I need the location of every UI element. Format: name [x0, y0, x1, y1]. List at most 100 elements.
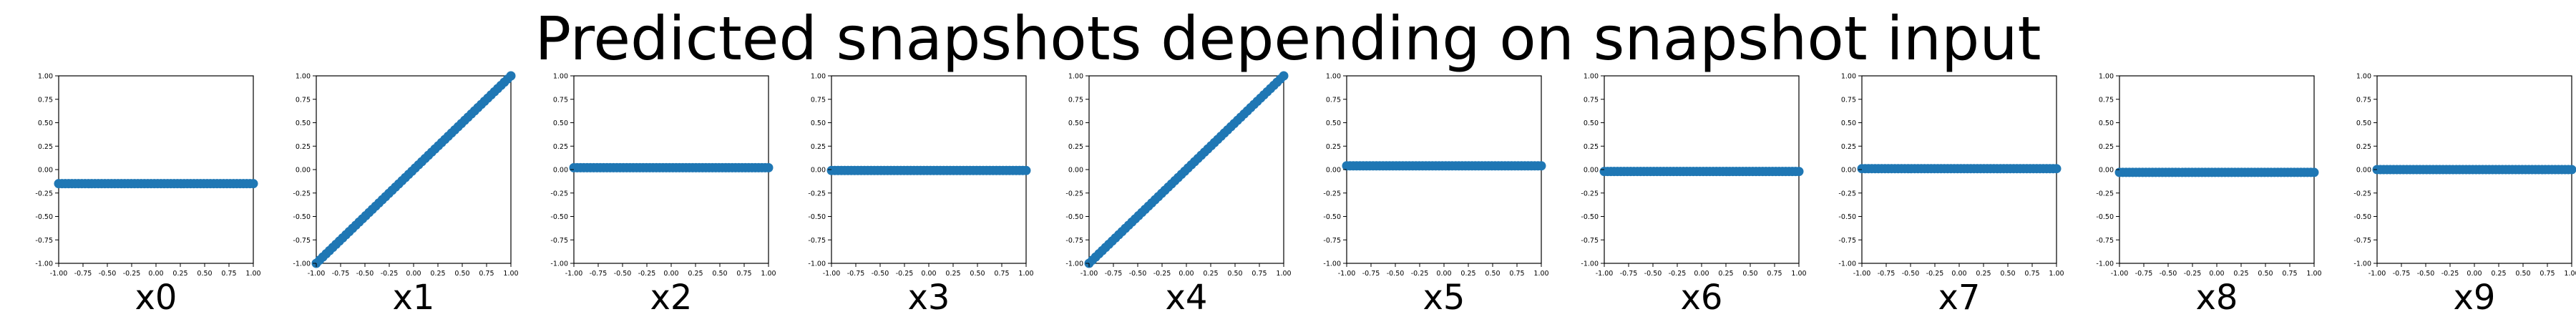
x-tick-label: -1.00 [308, 270, 326, 278]
x-tick-label: -0.75 [590, 270, 608, 278]
x-tick-label: 1.00 [503, 270, 518, 278]
x-tick-label: 0.25 [945, 270, 960, 278]
y-tick-label: 0.25 [1326, 143, 1341, 151]
series-markers [2372, 165, 2576, 175]
y-tick-label: 0.75 [1841, 96, 1856, 104]
y-tick-label: -0.75 [1838, 237, 1856, 245]
y-tick-label: 0.50 [2099, 119, 2114, 127]
x-tick-label: -1.00 [823, 270, 841, 278]
x-tick-label: -1.00 [565, 270, 583, 278]
x-tick-label: 0.50 [197, 270, 212, 278]
x-tick-label: -0.75 [2135, 270, 2153, 278]
x-axis-label: x3 [908, 278, 950, 318]
x-tick-label: 0.75 [1767, 270, 1782, 278]
y-tick-label: -0.25 [35, 190, 53, 197]
x-tick-label: 0.25 [1203, 270, 1218, 278]
x-tick-label: 0.00 [1179, 270, 1194, 278]
x-tick-label: 0.50 [1227, 270, 1242, 278]
x-tick-label: -0.50 [872, 270, 889, 278]
x-tick-label: 0.00 [2467, 270, 2482, 278]
x-tick-label: 0.25 [2491, 270, 2506, 278]
y-tick-label: 0.75 [811, 96, 826, 104]
y-tick-label: 0.00 [1068, 167, 1083, 175]
y-tick-label: 0.50 [1584, 119, 1599, 127]
y-tick-label: -0.50 [35, 213, 53, 221]
y-tick-label: 0.50 [553, 119, 568, 127]
series-markers [1342, 161, 1546, 171]
x-tick-label: 0.00 [921, 270, 936, 278]
x-axis-label: x7 [1938, 278, 1981, 318]
x-axis-label: x8 [2196, 278, 2238, 318]
x-axis-label: x9 [2454, 278, 2496, 318]
x-tick-label: 0.75 [2024, 270, 2039, 278]
y-tick-label: 0.00 [1841, 167, 1856, 175]
y-tick-label: 0.00 [2356, 167, 2371, 175]
y-tick-label: 0.50 [38, 119, 53, 127]
subplot-x8: -1.00 -0.75 -0.50 -0.25 0.00 0.25 0.50 0.75 1.00… [2096, 73, 2321, 318]
x-tick-label: 0.00 [148, 270, 163, 278]
x-tick-label: 1.00 [1018, 270, 1033, 278]
y-tick-label: 0.25 [2099, 143, 2114, 151]
y-tick-label: -0.75 [2353, 237, 2371, 245]
x-tick-label: 0.50 [2515, 270, 2530, 278]
subplot-x0: -1.00 -0.75 -0.50 -0.25 0.00 0.25 0.50 0.75 1.00… [35, 73, 260, 318]
y-tick-label: 0.25 [1068, 143, 1083, 151]
x-tick-label: 0.50 [2258, 270, 2273, 278]
x-axis-label: x1 [393, 278, 435, 318]
series-markers [311, 71, 516, 268]
x-tick-label: 1.00 [761, 270, 776, 278]
y-tick-label: -1.00 [35, 260, 53, 268]
y-tick-label: 0.75 [2356, 96, 2371, 104]
y-tick-label: 1.00 [38, 73, 53, 81]
y-tick-label: -0.50 [2096, 213, 2114, 221]
y-tick-label: 0.25 [1584, 143, 1599, 151]
series-markers [1084, 71, 1289, 268]
y-tick-label: 0.00 [1326, 167, 1341, 175]
y-tick-label: 0.75 [2099, 96, 2114, 104]
x-tick-label: 0.00 [1951, 270, 1966, 278]
x-tick-label: 0.25 [2233, 270, 2248, 278]
data-point [2567, 165, 2576, 175]
x-tick-label: -1.00 [1338, 270, 1356, 278]
subplot-x1: -1.00 -0.75 -0.50 -0.25 0.00 0.25 0.50 0.75 1.00… [293, 71, 519, 318]
plot-frame [58, 75, 254, 264]
y-tick-label: -0.50 [1838, 213, 1856, 221]
y-tick-label: 0.25 [2356, 143, 2371, 151]
x-tick-label: 0.50 [970, 270, 985, 278]
y-tick-label: 0.25 [811, 143, 826, 151]
y-tick-label: 0.50 [1326, 119, 1341, 127]
subplot-x7: -1.00 -0.75 -0.50 -0.25 0.00 0.25 0.50 0.75 1.00… [1838, 73, 2064, 318]
x-tick-label: 0.75 [994, 270, 1009, 278]
y-tick-label: 0.75 [553, 96, 568, 104]
y-tick-label: -0.25 [2353, 190, 2371, 197]
subplot-x4: -1.00 -0.75 -0.50 -0.25 0.00 0.25 0.50 0.75 1.00… [1065, 71, 1292, 318]
subplot-x9: -1.00 -0.75 -0.50 -0.25 0.00 0.25 0.50 0.75 1.00… [2353, 73, 2576, 318]
x-tick-label: -0.25 [123, 270, 141, 278]
y-tick-label: -0.75 [550, 237, 568, 245]
y-tick-label: -0.75 [35, 237, 53, 245]
data-point [2051, 164, 2062, 174]
y-tick-label: -0.75 [808, 237, 826, 245]
x-tick-label: 0.75 [1509, 270, 1524, 278]
y-tick-label: -1.00 [1838, 260, 1856, 268]
y-tick-label: -0.50 [1581, 213, 1599, 221]
y-tick-label: -1.00 [1581, 260, 1599, 268]
data-point [1794, 167, 1804, 177]
x-tick-label: -0.25 [381, 270, 399, 278]
x-tick-label: -0.75 [1878, 270, 1896, 278]
x-tick-label: -1.00 [2368, 270, 2386, 278]
x-tick-label: -1.00 [2111, 270, 2129, 278]
x-tick-label: 0.75 [2282, 270, 2297, 278]
x-axis-label: x6 [1681, 278, 1723, 318]
y-tick-label: 0.50 [811, 119, 826, 127]
y-tick-label: 0.25 [296, 143, 311, 151]
x-tick-label: 0.25 [688, 270, 703, 278]
x-tick-label: 0.25 [1976, 270, 1991, 278]
y-tick-label: 0.75 [38, 96, 53, 104]
subplot-x5: -1.00 -0.75 -0.50 -0.25 0.00 0.25 0.50 0.75 1.00… [1323, 73, 1548, 318]
y-tick-label: -0.25 [293, 190, 311, 197]
x-tick-label: -1.00 [1080, 270, 1098, 278]
y-tick-label: -0.25 [2096, 190, 2114, 197]
x-tick-label: -1.00 [1853, 270, 1871, 278]
data-point [1536, 161, 1546, 171]
